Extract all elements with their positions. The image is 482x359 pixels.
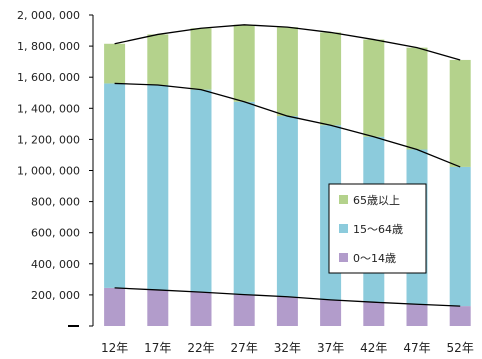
bar-age-15-64-4 — [233, 101, 255, 295]
bar-age-0-14-5 — [276, 296, 298, 326]
y-tick-label: 1, 800, 000 — [17, 40, 80, 53]
bar-age-65-plus-1 — [104, 43, 126, 84]
y-tick-label: 1, 400, 000 — [17, 102, 80, 115]
x-tick-label: 12年 — [101, 341, 128, 355]
x-tick-label: 47年 — [403, 341, 430, 355]
bar-age-0-14-2 — [147, 289, 169, 326]
legend: 65歳以上 15～64歳 0～14歳 — [328, 183, 427, 274]
x-tick-label: 22年 — [187, 341, 214, 355]
bar-age-0-14-6 — [320, 299, 342, 326]
x-tick-label: 17年 — [144, 341, 171, 355]
legend-label-age-0-14: 0～14歳 — [353, 252, 396, 265]
bar-age-15-64-3 — [190, 89, 212, 293]
bar-age-65-plus-9 — [449, 59, 471, 167]
trend-line-age-0-14-top — [114, 287, 461, 307]
bar-age-65-plus-2 — [147, 34, 169, 85]
bar-age-0-14-3 — [190, 292, 212, 326]
legend-label-age-65-plus: 65歳以上 — [353, 194, 400, 207]
bar-age-15-64-2 — [147, 84, 169, 290]
y-tick-label: 200, 000 — [31, 289, 80, 302]
y-tick-label: 600, 000 — [31, 227, 80, 240]
y-tick-label: 2, 000, 000 — [17, 9, 80, 22]
bar-age-65-plus-7 — [363, 39, 385, 137]
y-tick-label: 1, 000, 000 — [17, 165, 80, 178]
legend-swatch-age-15-64 — [339, 224, 348, 233]
bar-age-65-plus-8 — [406, 47, 428, 150]
bar-age-0-14-8 — [406, 304, 428, 326]
bar-age-65-plus-6 — [320, 32, 342, 126]
bar-age-0-14-9 — [449, 306, 471, 326]
bar-age-15-64-5 — [276, 116, 298, 297]
x-tick-label: 37年 — [317, 341, 344, 355]
x-tick-label: 52年 — [447, 341, 474, 355]
trend-line-age-15-64-top — [114, 82, 461, 168]
bar-age-0-14-4 — [233, 294, 255, 326]
bar-age-0-14-7 — [363, 302, 385, 326]
x-tick-label: 42年 — [360, 341, 387, 355]
trend-lines-layer — [114, 24, 461, 307]
trend-line-total — [114, 24, 461, 61]
bar-age-15-64-9 — [449, 166, 471, 307]
legend-swatch-age-0-14 — [339, 253, 348, 262]
y-tick-label: 1, 600, 000 — [17, 71, 80, 84]
x-tick-label: 27年 — [231, 341, 258, 355]
bar-age-0-14-1 — [104, 287, 126, 326]
bar-age-65-plus-5 — [276, 27, 298, 117]
y-tick-label: 800, 000 — [31, 196, 80, 209]
bars-layer — [104, 24, 471, 326]
x-tick-label: 32年 — [274, 341, 301, 355]
y-tick-label: 400, 000 — [31, 258, 80, 271]
y-tick-label: 1, 200, 000 — [17, 133, 80, 146]
bar-age-15-64-1 — [104, 83, 126, 288]
bar-age-65-plus-3 — [190, 28, 212, 90]
bar-age-65-plus-4 — [233, 24, 255, 102]
axis-layer: 2, 000, 000 1, 800, 000 1, 600, 000 1, 400,… — [17, 9, 474, 355]
legend-label-age-15-64: 15～64歳 — [353, 223, 403, 236]
legend-swatch-age-65-plus — [339, 195, 348, 204]
